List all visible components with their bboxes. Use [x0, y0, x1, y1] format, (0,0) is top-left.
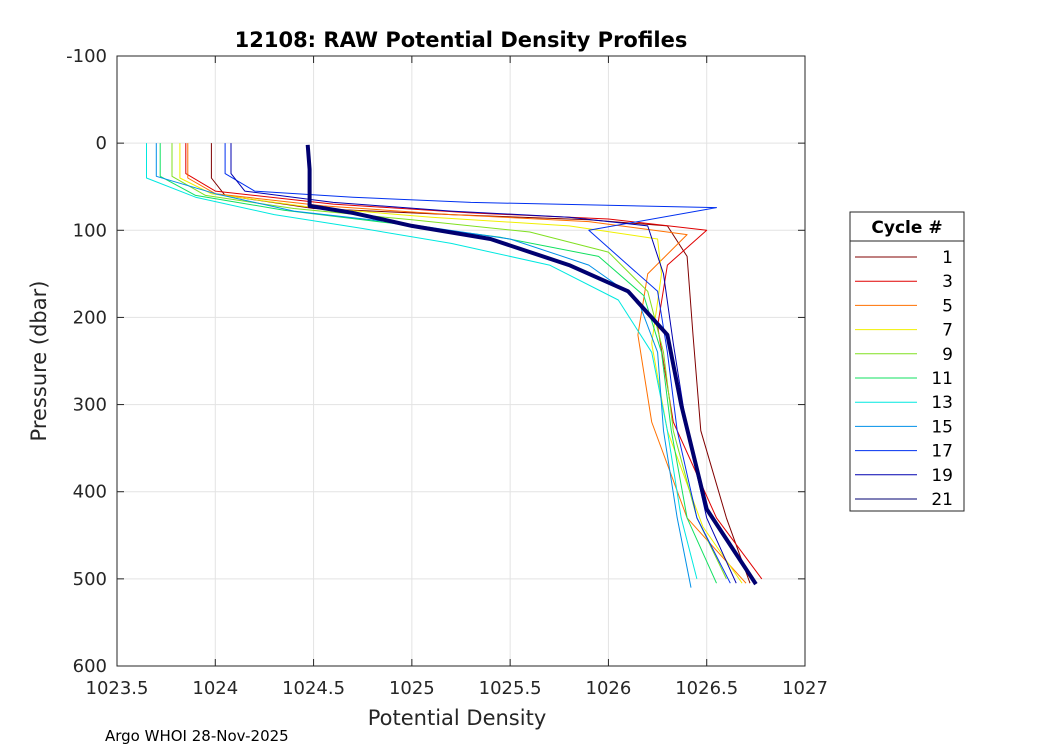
y-tick-label: 500 — [73, 569, 107, 590]
x-tick-label: 1024.5 — [282, 678, 345, 699]
series-line-cycle-5 — [187, 143, 747, 584]
legend-label: 15 — [931, 417, 953, 437]
series-group — [146, 143, 763, 588]
footer-credit: Argo WHOI 28-Nov-2025 — [105, 727, 289, 745]
series-line-cycle-9 — [171, 143, 727, 580]
legend-title: Cycle # — [871, 218, 942, 238]
x-tick-label: 1023.5 — [86, 678, 149, 699]
y-tick-label: 100 — [73, 220, 107, 241]
legend-label: 13 — [931, 393, 953, 413]
legend-label: 9 — [942, 345, 953, 365]
series-line-cycle-11 — [159, 143, 717, 584]
legend-label: 5 — [942, 296, 953, 316]
y-axis-ticks: -100 0 100 200 300 400 500 600 — [66, 46, 805, 677]
x-axis-ticks: 1023.5 1024 1024.5 1025 1025.5 1026 1026.5 1027 — [86, 56, 828, 699]
series-line-cycle-3 — [185, 143, 763, 580]
y-tick-label: 400 — [73, 482, 107, 503]
plot-frame — [116, 55, 806, 667]
legend-label: 3 — [942, 272, 953, 292]
legend-label: 1 — [942, 248, 953, 268]
legend-label: 19 — [931, 466, 953, 486]
y-tick-label: 200 — [73, 307, 107, 328]
series-line-cycle-15 — [155, 143, 692, 588]
legend-box — [849, 211, 965, 512]
y-axis-label: Pressure (dbar) — [27, 281, 51, 442]
x-axis-label: Potential Density — [368, 706, 547, 730]
y-tick-label: -100 — [66, 46, 107, 67]
chart-title: 12108: RAW Potential Density Profiles — [235, 28, 688, 52]
y-tick-label: 600 — [73, 656, 107, 677]
legend-label: 7 — [942, 321, 953, 341]
x-tick-label: 1027 — [782, 678, 828, 699]
x-tick-label: 1026.5 — [675, 678, 738, 699]
series-line-cycle-21 — [305, 144, 758, 586]
y-tick-label: 300 — [73, 395, 107, 416]
x-tick-label: 1024 — [192, 678, 238, 699]
legend-label: 21 — [931, 490, 953, 510]
legend-label: 17 — [931, 442, 953, 462]
x-tick-label: 1026 — [586, 678, 632, 699]
y-tick-label: 0 — [96, 133, 107, 154]
plot-background — [117, 56, 805, 666]
series-line-cycle-13 — [146, 143, 698, 580]
series-line-cycle-17 — [224, 143, 731, 584]
x-tick-label: 1025 — [389, 678, 435, 699]
x-tick-label: 1025.5 — [479, 678, 542, 699]
legend-label: 11 — [931, 369, 953, 389]
